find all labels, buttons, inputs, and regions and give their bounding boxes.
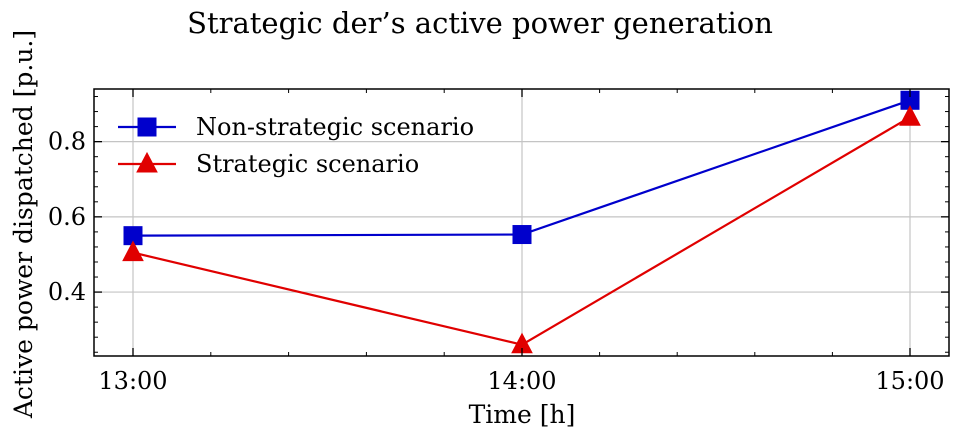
legend-marker-0 (137, 117, 157, 137)
y-tick-label: 0.4 (48, 278, 86, 306)
data-point-1-0 (122, 240, 144, 262)
legend-entry-0: Non-strategic scenario (118, 113, 474, 141)
data-point-1-2 (899, 105, 921, 126)
x-tick-label: 15:00 (875, 367, 944, 395)
data-point-0-1 (512, 225, 532, 245)
x-axis-label: Time [h] (469, 400, 576, 429)
chart-title: Strategic der’s active power generation (187, 6, 773, 40)
y-tick-label: 0.6 (48, 203, 86, 231)
legend: Non-strategic scenario Strategic scenario (118, 113, 474, 178)
x-tick-label: 13:00 (98, 367, 167, 395)
y-axis-label: Active power dispatched [p.u.] (9, 30, 38, 419)
series-0 (123, 90, 920, 246)
legend-marker-1 (136, 151, 158, 173)
legend-entry-1: Strategic scenario (118, 150, 419, 178)
series-1 (122, 105, 921, 354)
legend-label-1: Strategic scenario (196, 150, 419, 178)
grid (94, 89, 949, 356)
y-tick-label: 0.8 (48, 128, 86, 156)
x-tick-label: 14:00 (487, 367, 556, 395)
series-group (122, 90, 921, 354)
axis-ticks: 13:00 14:00 15:00 0.4 0.6 0.8 (48, 89, 949, 395)
legend-label-0: Non-strategic scenario (196, 113, 474, 141)
